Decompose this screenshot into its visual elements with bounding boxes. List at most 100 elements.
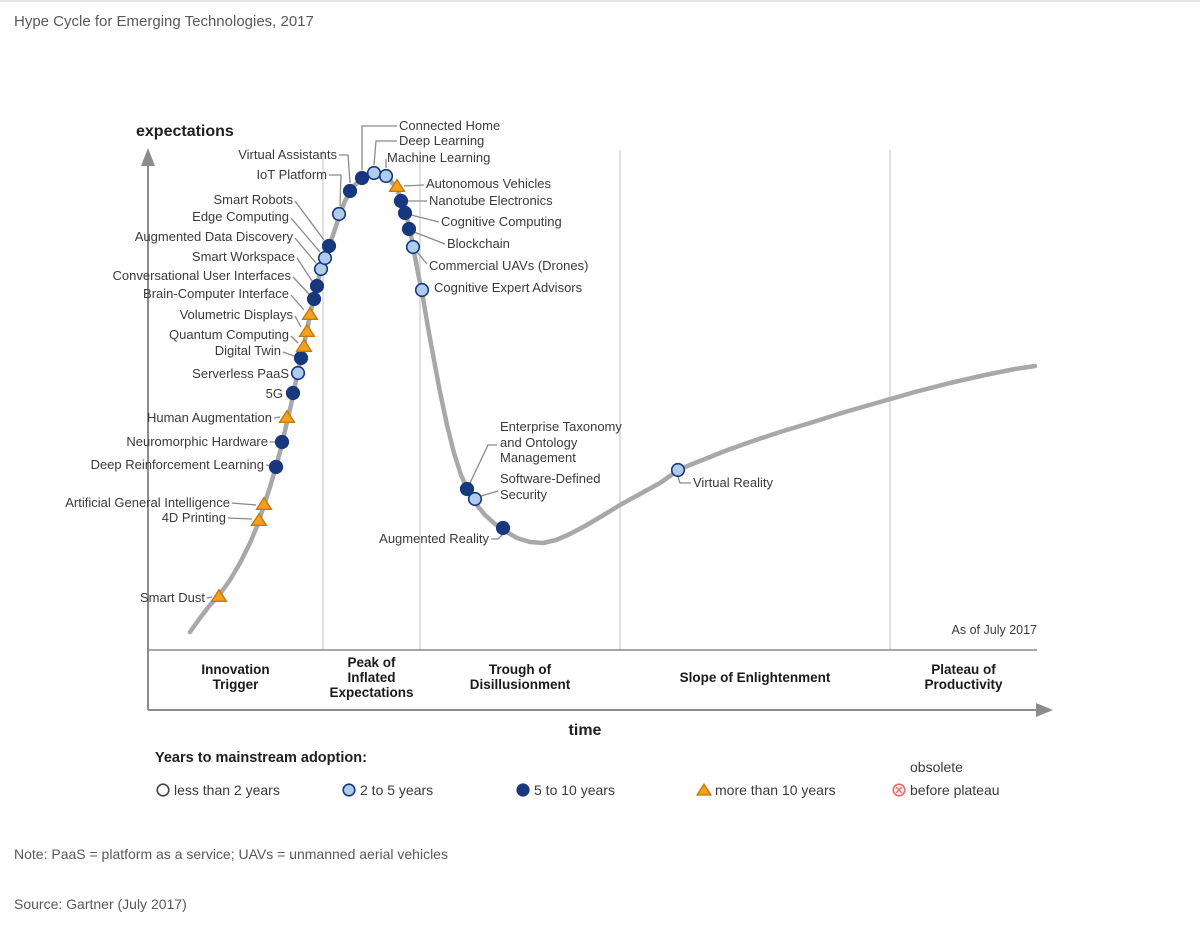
point-smart-robots — [321, 238, 337, 254]
connector-conversational-user-interfaces — [292, 276, 310, 295]
point-connected-home — [354, 170, 370, 186]
label-edge-computing: Edge Computing — [192, 209, 289, 224]
connector-augmented-reality — [491, 533, 504, 540]
connector-quantum-computing — [290, 335, 299, 344]
legend-item-less-than-2-years: less than 2 years — [174, 782, 280, 798]
page-top-rule — [0, 0, 1200, 2]
legend-marker-obsolete-before-plateau — [892, 783, 906, 797]
connector-autonomous-vehicles — [403, 184, 425, 187]
label-cognitive-expert-advisors: Cognitive Expert Advisors — [434, 280, 583, 295]
point-artificial-general-intelligence — [255, 496, 273, 511]
label-5g: 5G — [265, 386, 283, 401]
label-smart-workspace: Smart Workspace — [191, 249, 295, 264]
point-serverless-paas — [290, 365, 306, 381]
connector-digital-twin — [282, 351, 295, 357]
data-markers — [210, 165, 686, 603]
connector-4d-printing — [227, 517, 253, 520]
y-axis-label: expectations — [136, 123, 234, 140]
label-machine-learning: Machine Learning — [387, 150, 491, 165]
point-4d-printing — [250, 512, 268, 527]
connector-volumetric-displays — [294, 315, 302, 328]
label-deep-learning: Deep Learning — [399, 133, 485, 148]
connector-iot-platform — [329, 174, 342, 207]
label-commercial-uavs-drones: Commercial UAVs (Drones) — [429, 258, 589, 273]
label-cognitive-computing: Cognitive Computing — [441, 214, 562, 229]
legend-item-2-to-5-years: 2 to 5 years — [360, 782, 434, 798]
label-serverless-paas: Serverless PaaS — [192, 366, 289, 381]
legend-marker-less-than-2-years — [156, 783, 170, 797]
label-blockchain: Blockchain — [447, 236, 510, 251]
point-5g — [285, 385, 301, 401]
point-virtual-assistants — [342, 183, 358, 199]
connector-software-defined-security — [480, 490, 499, 497]
point-deep-reinforcement-learning — [268, 459, 284, 475]
label-connectors — [206, 125, 691, 599]
connector-edge-computing — [290, 217, 321, 253]
point-machine-learning — [378, 168, 394, 184]
connector-human-augmentation — [273, 416, 281, 419]
label-digital-twin: Digital Twin — [214, 343, 281, 358]
label-connected-home: Connected Home — [399, 118, 501, 133]
point-virtual-reality — [670, 462, 686, 478]
point-conversational-user-interfaces — [306, 291, 322, 307]
label-software-defined-security: Software-Defined Security — [500, 471, 601, 502]
connector-smart-robots — [294, 200, 325, 241]
point-cognitive-computing — [397, 205, 413, 221]
x-axis-label: time — [568, 722, 602, 739]
legend-heading: Years to mainstream adoption: — [155, 750, 367, 766]
legend-marker-5-to-10-years — [516, 783, 530, 797]
connector-smart-workspace — [296, 257, 313, 282]
point-human-augmentation — [278, 409, 296, 424]
phase-plateau-of-productivity: Plateau of Productivity — [924, 662, 1003, 692]
connector-commercial-uavs-drones — [416, 251, 428, 265]
point-cognitive-expert-advisors — [414, 282, 430, 298]
connector-virtual-assistants — [339, 154, 351, 184]
point-brain-computer-interface — [301, 306, 319, 321]
label-4d-printing: 4D Printing — [161, 510, 226, 525]
point-software-defined-security — [467, 491, 483, 507]
point-autonomous-vehicles — [388, 178, 406, 193]
label-smart-robots: Smart Robots — [213, 192, 293, 207]
point-blockchain — [401, 221, 417, 237]
label-virtual-reality: Virtual Reality — [693, 475, 773, 490]
label-artificial-general-intelligence: Artificial General Intelligence — [65, 495, 230, 510]
point-enterprise-taxonomy-and-ontology-management — [459, 481, 475, 497]
page-title: Hype Cycle for Emerging Technologies, 20… — [14, 13, 314, 30]
point-augmented-reality — [495, 520, 511, 536]
label-smart-dust: Smart Dust — [139, 590, 205, 605]
label-autonomous-vehicles: Autonomous Vehicles — [426, 176, 552, 191]
label-virtual-assistants: Virtual Assistants — [238, 147, 337, 162]
legend-item-more-than-10-years: more than 10 years — [715, 782, 836, 798]
legend-item-obsolete-before-plateau: before plateau obsolete — [910, 759, 1000, 798]
label-deep-reinforcement-learning: Deep Reinforcement Learning — [90, 457, 264, 472]
connector-artificial-general-intelligence — [231, 502, 257, 506]
label-neuromorphic-hardware: Neuromorphic Hardware — [126, 434, 268, 449]
connector-augmented-data-discovery — [294, 237, 317, 264]
phase-peak-of-inflated-expectations: Peak of Inflated Expectations — [329, 654, 414, 700]
connector-connected-home — [361, 125, 397, 170]
label-brain-computer-interface: Brain-Computer Interface — [143, 286, 289, 301]
point-smart-dust — [210, 588, 228, 603]
point-neuromorphic-hardware — [274, 434, 290, 450]
source-text: Source: Gartner (July 2017) — [14, 896, 187, 912]
connector-virtual-reality — [677, 476, 691, 484]
axes — [141, 148, 1053, 717]
label-human-augmentation: Human Augmentation — [146, 410, 272, 425]
label-iot-platform: IoT Platform — [256, 167, 327, 182]
legend-marker-more-than-10-years — [695, 782, 713, 796]
legend-marker-2-to-5-years — [342, 783, 356, 797]
point-volumetric-displays — [298, 323, 316, 338]
connector-cognitive-computing — [410, 214, 440, 223]
label-conversational-user-interfaces: Conversational User Interfaces — [112, 268, 291, 283]
point-smart-workspace — [309, 278, 325, 294]
connector-brain-computer-interface — [290, 294, 305, 311]
point-commercial-uavs-drones — [405, 239, 421, 255]
phase-trough-of-disillusionment: Trough of Disillusionment — [469, 662, 571, 692]
point-quantum-computing — [295, 338, 313, 353]
connector-deep-learning — [373, 140, 397, 166]
legend-item-5-to-10-years: 5 to 10 years — [534, 782, 615, 798]
connector-enterprise-taxonomy-and-ontology-management — [469, 444, 497, 484]
